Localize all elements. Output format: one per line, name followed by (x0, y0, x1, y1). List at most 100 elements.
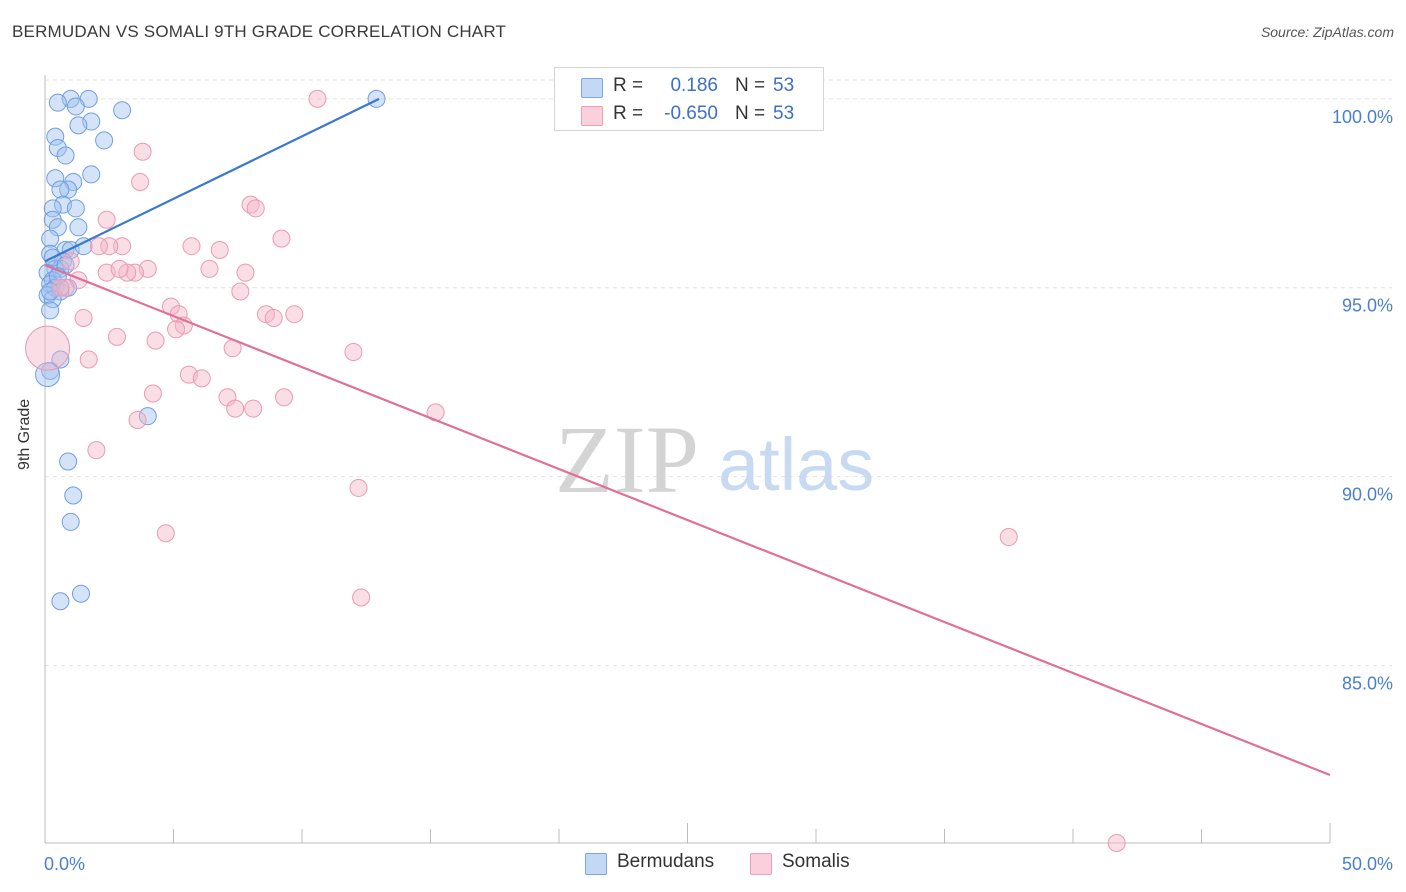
bermudans-point (41, 282, 60, 301)
chart-title: BERMUDAN VS SOMALI 9TH GRADE CORRELATION… (12, 22, 507, 41)
bermudans-point (48, 93, 67, 112)
somalis-point (89, 237, 108, 256)
somalis-point (264, 308, 283, 327)
somalis-point (146, 331, 165, 350)
source-label: Source: ZipAtlas.com (1260, 24, 1394, 40)
somalis-point (113, 237, 132, 256)
somalis-point (87, 441, 106, 460)
somalis-point (352, 588, 371, 607)
grid-lines (45, 79, 1392, 666)
somalis-point (210, 240, 229, 259)
x-tick-label: 0.0% (44, 854, 85, 874)
y-tick-label: 90.0% (1342, 485, 1393, 505)
legend-swatch-bermudans (581, 78, 603, 98)
bermudans-point (35, 362, 61, 388)
somalis-point (56, 278, 75, 297)
legend-swatch-bermudans (585, 853, 607, 875)
legend-n-label: N = (735, 75, 766, 96)
bermudans-point (51, 350, 70, 369)
somalis-point (79, 350, 98, 369)
bermudans-point (82, 165, 101, 184)
bermudans-points (35, 89, 386, 611)
bermudans-point (66, 199, 85, 218)
somalis-point (107, 327, 126, 346)
somalis-point (74, 308, 93, 327)
somalis-point (236, 263, 255, 282)
bermudans-point (138, 407, 157, 426)
legend-swatch-somalis (750, 853, 772, 875)
somalis-point (349, 478, 368, 497)
bermudans-point (46, 127, 65, 146)
bermudans-point (41, 301, 60, 320)
legend-swatch-somalis (581, 106, 603, 126)
watermark-atlas: atlas (718, 423, 874, 506)
legend-r-value: -0.650 (664, 103, 718, 124)
watermark: ZIP atlas (555, 406, 874, 513)
somalis-point (275, 388, 294, 407)
somalis-point (97, 210, 116, 229)
bermudans-point (113, 101, 132, 120)
somalis-points (25, 89, 1126, 852)
bermudans-point (61, 512, 80, 531)
somalis-point (200, 259, 219, 278)
somalis-point (285, 305, 304, 324)
legend-label-bermudans: Bermudans (617, 851, 715, 872)
somalis-point (1107, 834, 1126, 852)
bermudans-point (51, 180, 70, 199)
legend-r-value: 0.186 (670, 75, 718, 96)
y-tick-label: 100.0% (1332, 107, 1393, 127)
bermudans-point (48, 138, 67, 157)
somalis-point (226, 399, 245, 418)
legend-label-somalis: Somalis (782, 851, 850, 872)
x-tick-label: 50.0% (1342, 854, 1393, 874)
somalis-point (272, 229, 291, 248)
somalis-point (100, 237, 119, 256)
somalis-point (51, 278, 70, 297)
legend-row-somalis: R = -0.650 N = 53 (555, 101, 823, 129)
somalis-point (61, 252, 80, 271)
somalis-point (125, 263, 144, 282)
x-tick-labels: 0.0% 50.0% (44, 854, 1393, 874)
somalis-point (999, 528, 1018, 547)
somalis-point (167, 320, 186, 339)
legend-r-label: R = (613, 103, 644, 124)
stats-legend: R = 0.186 N = 53 R = -0.650 N = 53 (554, 67, 824, 131)
bermudans-point (56, 146, 75, 165)
axes (44, 75, 1331, 844)
legend-r-label: R = (613, 75, 644, 96)
somalis-point (128, 410, 147, 429)
somalis-point (344, 342, 363, 361)
somalis-point (143, 384, 162, 403)
trend-lines (44, 97, 1331, 777)
somalis-point (133, 142, 152, 161)
somalis-point (156, 524, 175, 543)
bermudans-point (66, 97, 85, 116)
somalis-point (182, 237, 201, 256)
bermudans-point (51, 592, 70, 611)
somalis-point (110, 259, 129, 278)
legend-row-bermudans: R = 0.186 N = 53 (555, 73, 823, 101)
bermudans-point (46, 169, 65, 188)
somalis-point (244, 399, 263, 418)
bermudans-trend-line (44, 97, 380, 263)
legend-n-value: 53 (773, 75, 795, 96)
somalis-point (25, 325, 71, 371)
somalis-point (308, 89, 327, 108)
bermudans-point (41, 229, 60, 248)
somalis-point (131, 172, 150, 191)
somalis-trend-line (44, 264, 1331, 777)
legend-n-label: N = (735, 103, 766, 124)
bermudans-point (367, 89, 386, 108)
somalis-point (192, 369, 211, 388)
y-tick-label: 85.0% (1342, 673, 1393, 693)
somalis-point (246, 199, 265, 218)
somalis-point (231, 282, 250, 301)
y-tick-label: 95.0% (1342, 296, 1393, 316)
bermudans-point (69, 218, 88, 237)
bermudans-point (69, 116, 88, 135)
bermudans-point (95, 131, 114, 150)
y-tick-labels: 85.0% 90.0% 95.0% 100.0% (1332, 107, 1393, 694)
bermudans-point (59, 452, 78, 471)
legend-n-value: 53 (773, 103, 795, 124)
